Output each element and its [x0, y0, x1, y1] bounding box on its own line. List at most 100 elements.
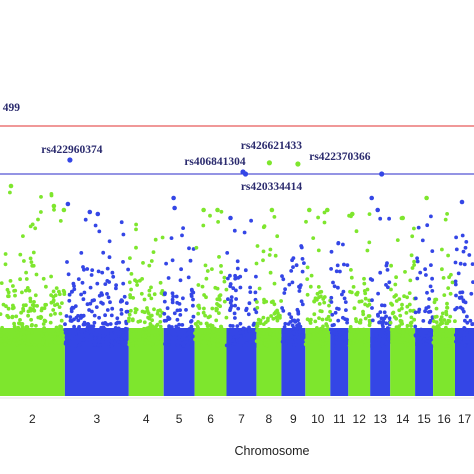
snp-point — [72, 287, 77, 292]
snp-point — [379, 316, 384, 321]
snp-point — [222, 299, 227, 304]
snp-point — [108, 322, 113, 326]
snp-point-high — [95, 211, 101, 217]
snp-point — [395, 333, 400, 337]
snp-point — [101, 325, 106, 330]
snp-point — [97, 339, 101, 344]
snp-point — [404, 311, 409, 315]
snp-point — [413, 310, 418, 315]
snp-point — [453, 282, 458, 287]
snp-point — [302, 261, 306, 265]
snp-point — [322, 210, 327, 215]
chromosome-9-points — [280, 244, 307, 396]
snp-point — [405, 323, 410, 328]
snp-point — [248, 341, 252, 346]
snp-point — [72, 284, 76, 288]
snp-point — [210, 338, 214, 342]
snp-point — [242, 333, 246, 338]
snp-point — [289, 315, 294, 320]
snp-point — [254, 274, 258, 279]
snp-point — [11, 303, 15, 308]
snp-point — [40, 306, 44, 311]
snp-point — [130, 317, 135, 322]
snp-point — [272, 281, 277, 286]
snp-point — [454, 339, 458, 344]
snp-point — [29, 260, 34, 264]
snp-point — [89, 333, 94, 338]
annotated-snps: 499 rs422960374 rs406841304 rs426621433 rs42… — [3, 102, 385, 193]
snp-point — [6, 290, 11, 295]
snp-point — [385, 330, 390, 334]
snp-point — [160, 235, 165, 240]
snp-point — [106, 342, 111, 346]
snp-point — [337, 330, 342, 334]
snp-point — [248, 290, 253, 294]
snp-point — [60, 301, 64, 305]
snp-point — [453, 307, 457, 312]
snp-point — [290, 258, 294, 263]
snp-point — [147, 263, 152, 268]
snp-point-high — [65, 201, 71, 207]
snp-point — [20, 322, 25, 326]
snp-point — [268, 270, 273, 275]
snp-point — [442, 293, 447, 297]
snp-point — [39, 315, 44, 320]
snp-point — [110, 306, 115, 311]
snp-point — [38, 331, 43, 335]
snp-point — [370, 306, 374, 310]
snp-point — [282, 325, 287, 329]
snp-point — [235, 266, 240, 271]
snp-point — [384, 283, 388, 287]
snp-point — [305, 277, 310, 281]
snp-point — [227, 333, 232, 338]
annotated-snp-point — [266, 160, 272, 166]
snp-point — [44, 284, 48, 289]
snp-point — [141, 337, 146, 341]
snp-point — [463, 300, 468, 305]
snp-point — [348, 341, 352, 345]
snp-point — [49, 274, 53, 279]
snp-point — [67, 339, 72, 343]
snp-point — [4, 332, 9, 337]
snp-point — [69, 319, 74, 323]
snp-point — [170, 300, 175, 305]
snp-point — [61, 288, 66, 293]
snp-point — [64, 335, 69, 340]
snp-point — [448, 291, 453, 296]
snp-point — [222, 279, 227, 284]
snp-point — [305, 265, 310, 270]
snp-point — [133, 278, 137, 283]
snp-point — [283, 333, 288, 338]
snp-point — [396, 328, 400, 333]
snp-point — [410, 234, 415, 239]
snp-point — [210, 306, 215, 311]
snp-point — [26, 331, 31, 335]
snp-point — [238, 334, 243, 339]
snp-point — [378, 310, 383, 314]
snp-point — [462, 262, 467, 267]
snp-point — [28, 299, 33, 304]
snp-point — [83, 217, 88, 222]
snp-point — [408, 332, 413, 337]
snp-point — [108, 300, 112, 305]
snp-point — [67, 343, 72, 347]
snp-point — [158, 320, 163, 324]
snp-point — [429, 329, 434, 333]
snp-point — [54, 286, 59, 290]
snp-point — [127, 280, 132, 285]
snp-point — [464, 240, 469, 244]
snp-point — [431, 319, 436, 323]
snp-point — [413, 324, 418, 329]
snp-point — [126, 267, 130, 272]
snp-point — [7, 190, 12, 195]
snp-point — [445, 305, 450, 310]
snp-point — [221, 336, 226, 341]
snp-point — [233, 276, 238, 281]
snp-point — [174, 324, 179, 329]
snp-point — [110, 270, 115, 275]
snp-point — [444, 344, 448, 348]
snp-point — [215, 334, 220, 339]
snp-point — [58, 324, 62, 329]
snp-point — [253, 290, 258, 295]
